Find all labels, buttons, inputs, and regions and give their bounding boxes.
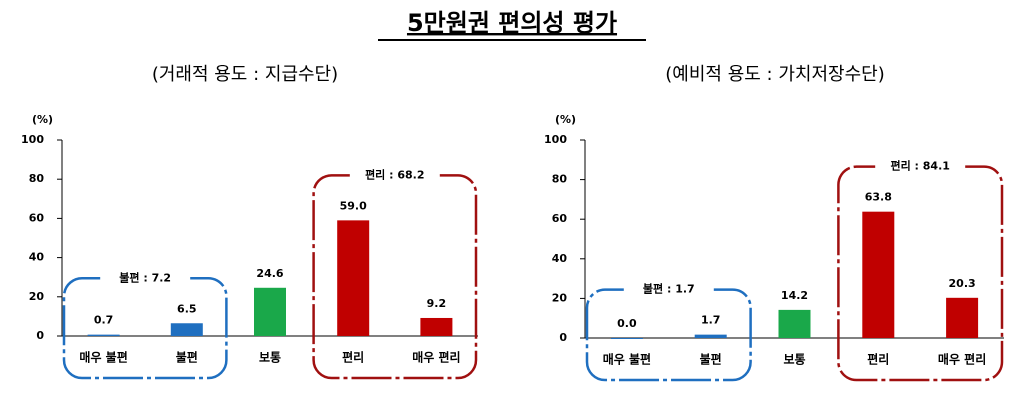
y-tick-label: 80 [29, 172, 45, 185]
value-label: 14.2 [781, 289, 808, 302]
x-tick-label: 보통 [259, 350, 281, 365]
y-tick-label: 40 [552, 252, 568, 265]
subtitle: (거래적 용도 : 지급수단) [152, 64, 338, 85]
group-label: 편리 : 84.1 [890, 159, 949, 173]
y-tick-label: 60 [29, 211, 45, 224]
x-tick-label: 편리 [867, 352, 889, 367]
x-tick-label: 매우 편리 [938, 352, 986, 367]
y-tick-label: 60 [552, 212, 568, 225]
y-tick-label: 40 [29, 251, 45, 264]
bar [946, 297, 979, 338]
bar [87, 334, 120, 336]
page-title: 5만원권 편의성 평가 [407, 9, 617, 37]
value-label: 6.5 [177, 302, 197, 315]
bar [610, 338, 643, 339]
group-label: 불편 : 7.2 [119, 270, 171, 284]
y-tick-label: 20 [552, 291, 568, 304]
x-tick-label: 보통 [783, 352, 805, 367]
x-tick-label: 매우 불편 [79, 350, 127, 365]
value-label: 20.3 [949, 277, 976, 290]
group-label: 불편 : 1.7 [643, 282, 695, 296]
group-label: 편리 : 68.2 [365, 167, 424, 181]
y-tick-label: 100 [21, 133, 44, 146]
x-tick-label: 매우 불편 [603, 352, 651, 367]
value-label: 0.7 [94, 314, 114, 327]
bar [862, 211, 895, 338]
x-tick-label: 편리 [342, 350, 364, 365]
x-tick-label: 매우 편리 [412, 350, 460, 365]
value-label: 24.6 [256, 267, 283, 280]
value-label: 0.0 [617, 317, 637, 330]
subtitle: (예비적 용도 : 가치저장수단) [665, 64, 884, 85]
unit-label: (%) [555, 113, 576, 126]
bar [694, 334, 727, 338]
x-tick-label: 불편 [700, 352, 722, 367]
bar [170, 323, 203, 336]
y-tick-label: 0 [36, 329, 44, 342]
y-tick-label: 0 [559, 331, 567, 344]
bar [254, 287, 286, 336]
value-label: 63.8 [865, 191, 892, 204]
group-label-bg [100, 270, 191, 287]
y-tick-label: 20 [29, 290, 45, 303]
value-label: 9.2 [427, 297, 447, 310]
y-tick-label: 100 [544, 133, 567, 146]
x-tick-label: 불편 [176, 350, 198, 365]
group-label-bg [875, 158, 966, 175]
y-tick-label: 80 [552, 173, 568, 186]
bar [420, 317, 453, 336]
unit-label: (%) [32, 113, 53, 126]
bar [337, 220, 370, 336]
value-label: 1.7 [701, 314, 721, 327]
value-label: 59.0 [340, 199, 367, 212]
group-label-bg [349, 167, 440, 184]
bar [778, 309, 811, 338]
group-label-bg [623, 281, 714, 298]
